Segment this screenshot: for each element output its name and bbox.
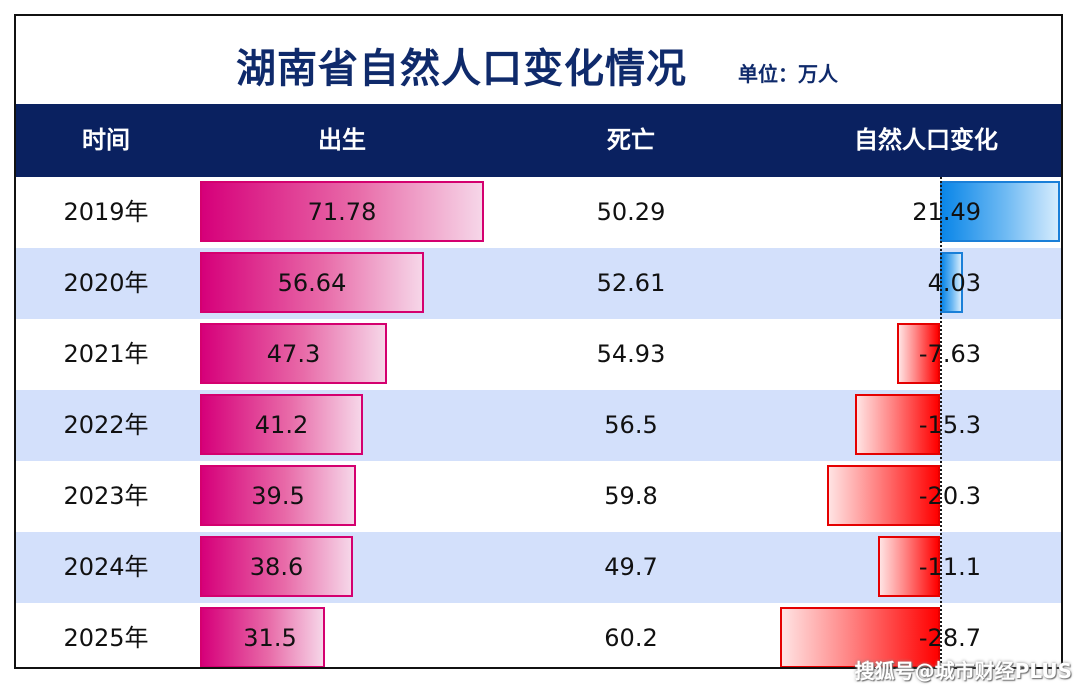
chart-frame: 湖南省自然人口变化情况 单位：万人 时间 出生 死亡 自然人口变化 2019年 7…	[14, 14, 1063, 669]
death-value: 49.7	[604, 553, 658, 581]
zero-line	[940, 177, 942, 667]
birth-bar	[200, 465, 356, 526]
change-value: 4.03	[927, 269, 981, 297]
birth-value: 38.6	[249, 553, 304, 581]
year-label: 2022年	[63, 411, 149, 439]
birth-value: 47.3	[266, 340, 321, 368]
header-death: 死亡	[607, 126, 655, 154]
birth-value: 71.78	[307, 198, 377, 226]
change-value: -7.63	[918, 340, 981, 368]
change-bar	[878, 536, 940, 597]
table-row: 2025年 31.5 60.2 -28.7	[16, 603, 1061, 667]
watermark: 搜狐号@城市财经PLUS	[854, 659, 1072, 683]
title-row: 湖南省自然人口变化情况 单位：万人	[16, 16, 1061, 104]
year-label: 2024年	[63, 553, 149, 581]
year-label: 2023年	[63, 482, 149, 510]
death-value: 50.29	[596, 198, 666, 226]
change-bar	[827, 465, 940, 526]
table-body: 2019年 71.78 50.29 21.49 2020年 56.64 52.61 4.03 2…	[16, 177, 1061, 667]
change-value: -15.3	[918, 411, 981, 439]
death-value: 54.93	[596, 340, 666, 368]
table-row: 2022年 41.2 56.5 -15.3	[16, 390, 1061, 461]
table-row: 2019年 71.78 50.29 21.49	[16, 177, 1061, 248]
birth-bar	[200, 536, 353, 597]
birth-bar	[200, 607, 325, 667]
header-change: 自然人口变化	[854, 126, 998, 154]
birth-bar	[200, 252, 424, 313]
birth-value: 39.5	[251, 482, 305, 510]
table-row: 2023年 39.5 59.8 -20.3	[16, 461, 1061, 532]
death-value: 52.61	[596, 269, 666, 297]
change-bar	[897, 323, 940, 384]
birth-bar	[200, 323, 387, 384]
death-value: 56.5	[604, 411, 658, 439]
birth-value: 56.64	[277, 269, 347, 297]
birth-value: 41.2	[254, 411, 309, 439]
year-label: 2019年	[63, 198, 149, 226]
table-row: 2020年 56.64 52.61 4.03	[16, 248, 1061, 319]
year-label: 2025年	[63, 624, 149, 652]
table-header: 时间 出生 死亡 自然人口变化	[16, 104, 1061, 177]
change-bar	[855, 394, 940, 455]
chart-title: 湖南省自然人口变化情况	[236, 46, 687, 92]
birth-bar	[200, 394, 363, 455]
birth-bar	[200, 181, 484, 242]
year-label: 2020年	[63, 269, 149, 297]
table-row: 2021年 47.3 54.93 -7.63	[16, 319, 1061, 390]
change-value: -20.3	[918, 482, 981, 510]
change-bar	[780, 607, 940, 667]
header-birth: 出生	[318, 126, 366, 154]
change-value: 21.49	[912, 198, 981, 226]
death-value: 60.2	[604, 624, 658, 652]
unit-label: 单位：万人	[738, 62, 838, 86]
header-year: 时间	[82, 126, 130, 154]
year-label: 2021年	[63, 340, 149, 368]
death-value: 59.8	[604, 482, 658, 510]
change-value: -28.7	[918, 624, 981, 652]
table-row: 2024年 38.6 49.7 -11.1	[16, 532, 1061, 603]
change-value: -11.1	[918, 553, 981, 581]
change-bar	[940, 181, 1060, 242]
birth-value: 31.5	[243, 624, 297, 652]
